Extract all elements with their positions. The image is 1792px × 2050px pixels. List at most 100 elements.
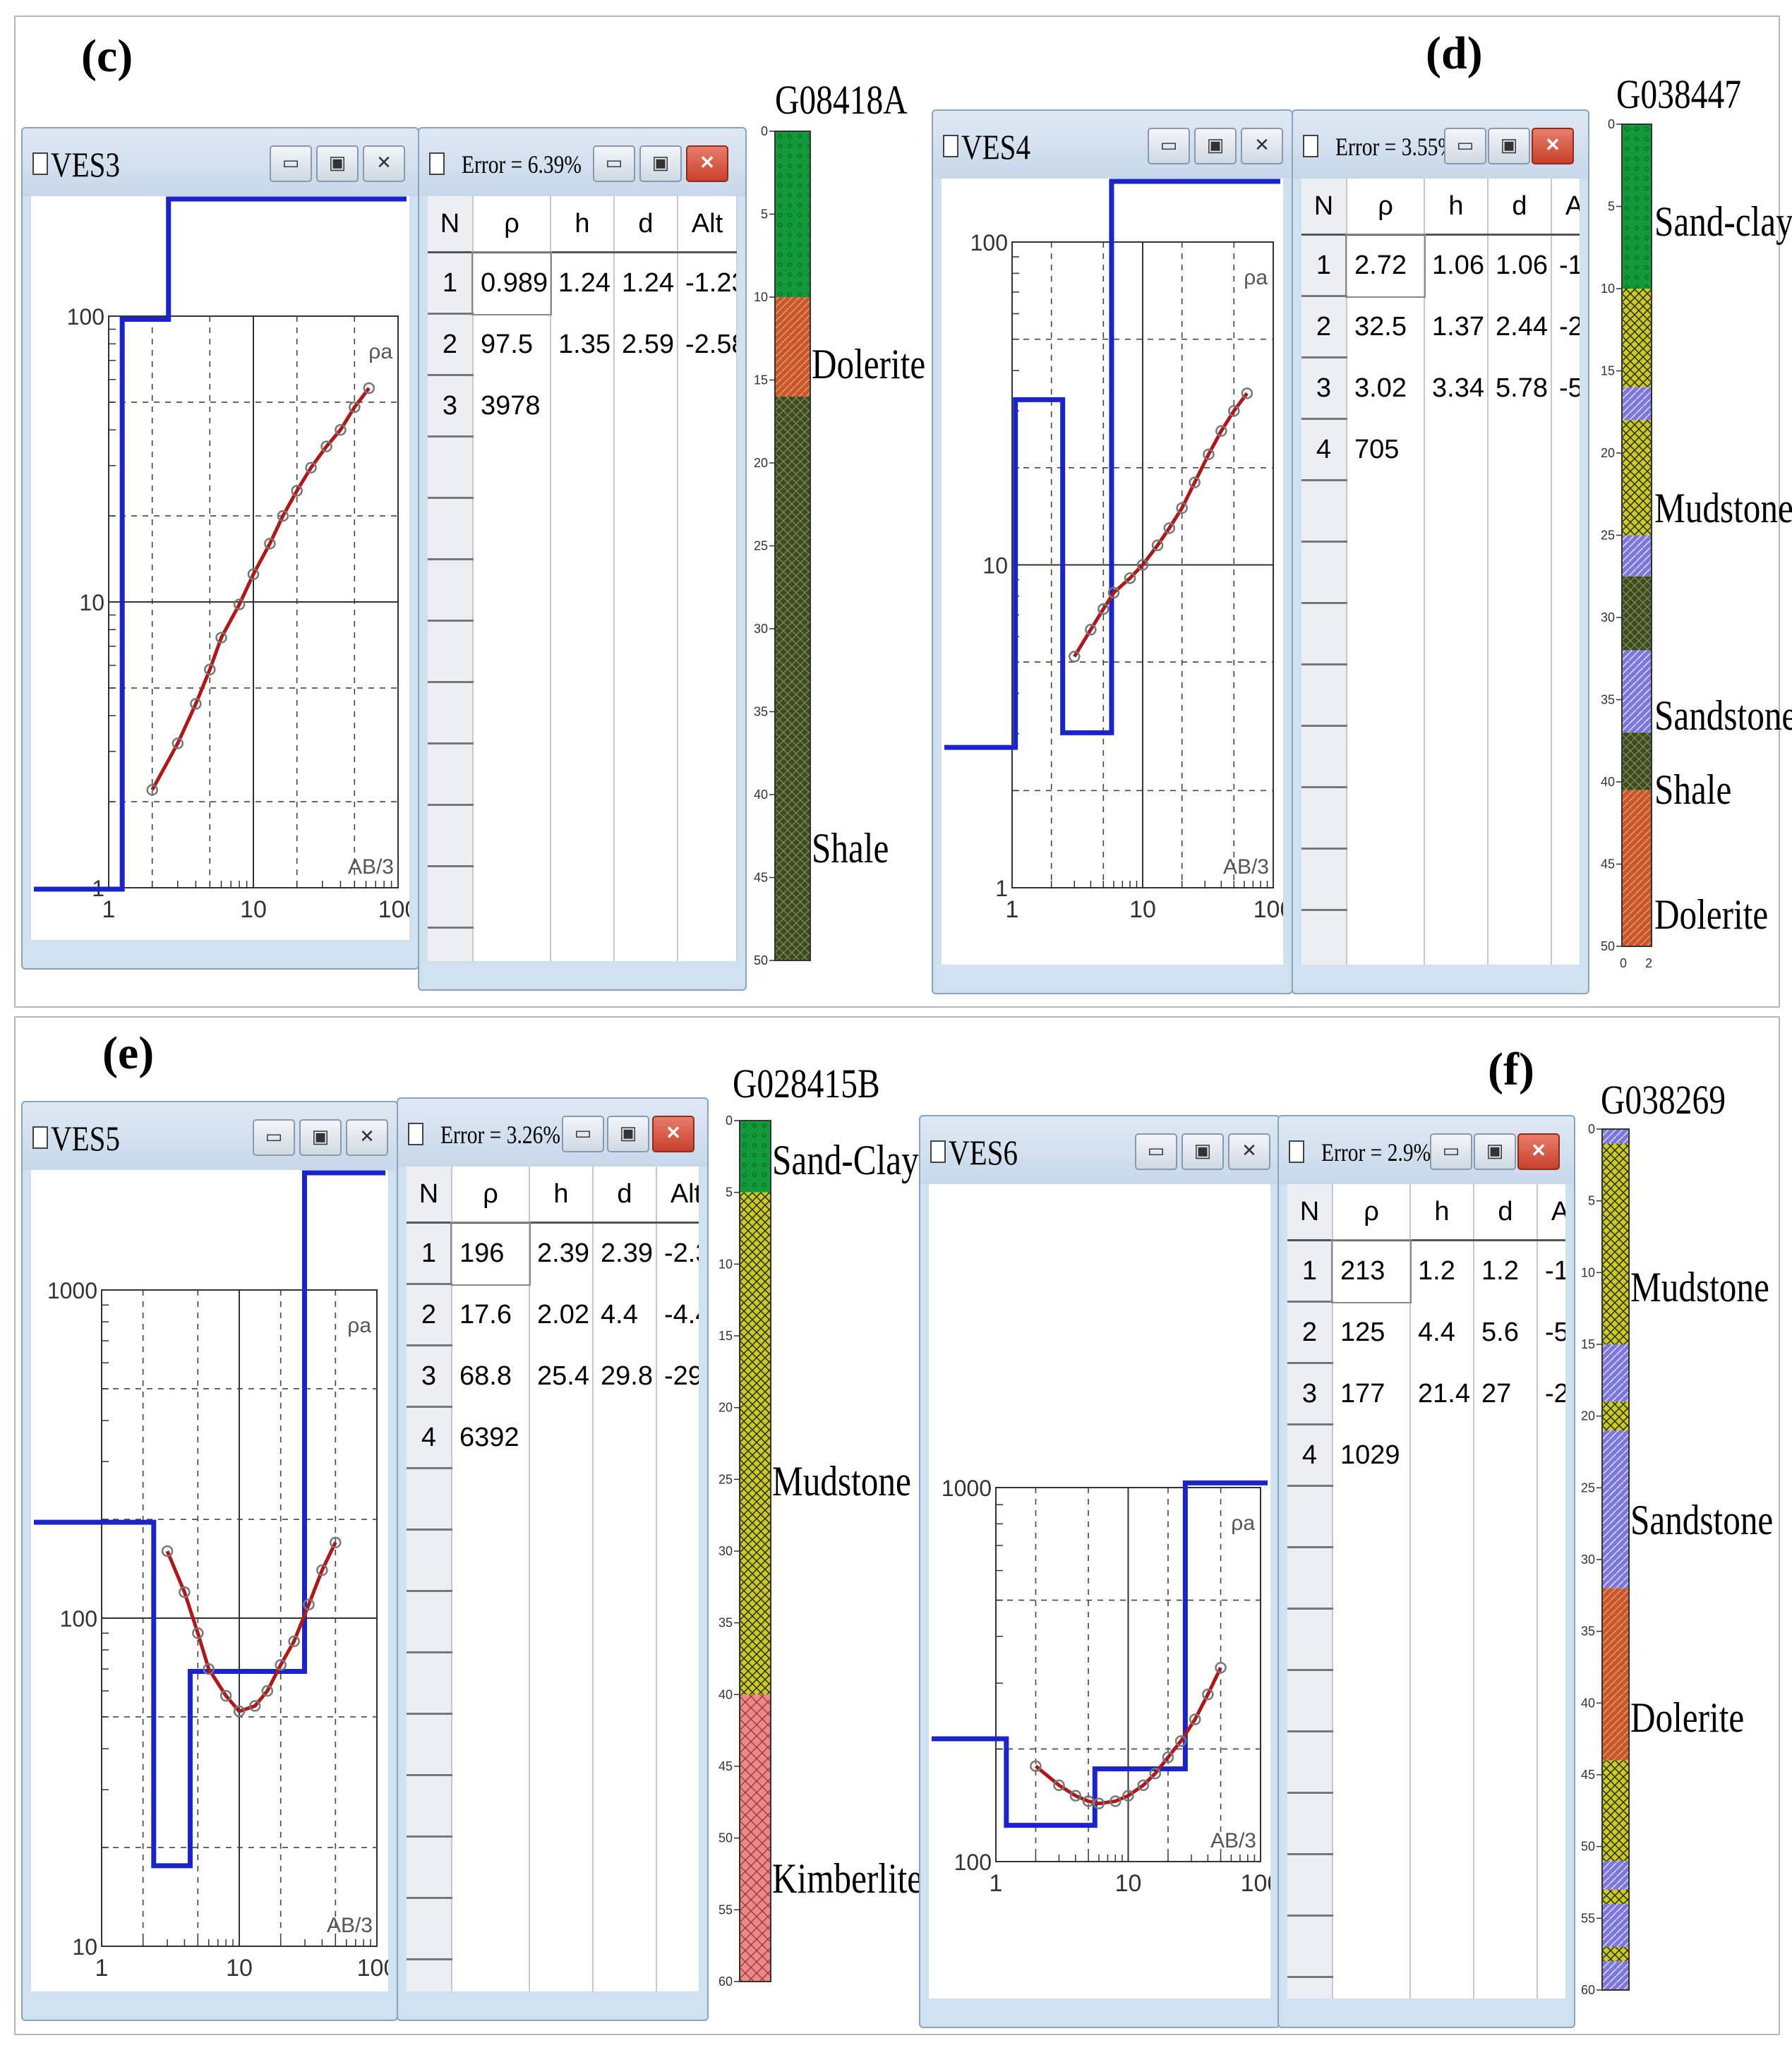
- title-bar[interactable]: Error = 2.9% ▭ ▣ ✕: [1279, 1116, 1574, 1184]
- table-cell[interactable]: 2.39: [593, 1222, 657, 1284]
- row-number-cell[interactable]: [407, 1713, 452, 1776]
- table-cell[interactable]: -1.2: [1537, 1240, 1565, 1302]
- row-number-cell[interactable]: [1301, 603, 1347, 665]
- table-row[interactable]: [428, 866, 737, 929]
- table-cell[interactable]: 213: [1331, 1238, 1412, 1303]
- table-cell[interactable]: [1347, 603, 1425, 665]
- row-number-cell[interactable]: [1301, 480, 1347, 543]
- table-cell[interactable]: [473, 436, 551, 498]
- table-cell[interactable]: [593, 1529, 657, 1591]
- table-cell[interactable]: [593, 1775, 657, 1837]
- close-button[interactable]: ✕: [363, 145, 405, 182]
- table-cell[interactable]: [1537, 1547, 1565, 1609]
- minimize-button[interactable]: ▭: [1135, 1133, 1177, 1170]
- table-row[interactable]: [407, 1713, 699, 1776]
- table-cell[interactable]: 68.8: [452, 1345, 530, 1407]
- table-cell[interactable]: 3.34: [1424, 357, 1489, 419]
- table-row[interactable]: 4 705: [1301, 418, 1580, 481]
- title-bar[interactable]: VES3 ▭ ▣ ✕: [23, 128, 418, 196]
- row-number-cell[interactable]: [428, 866, 474, 929]
- table-row[interactable]: 297.51.352.59-2.58: [428, 313, 737, 376]
- table-row[interactable]: 232.51.372.44-2.43: [1301, 296, 1580, 358]
- table-row[interactable]: [1287, 1485, 1565, 1548]
- row-number-cell[interactable]: [1287, 1670, 1333, 1732]
- table-cell[interactable]: [1488, 910, 1552, 965]
- table-cell[interactable]: [1551, 787, 1580, 849]
- row-number-cell[interactable]: 3: [407, 1345, 452, 1408]
- table-cell[interactable]: [656, 1529, 699, 1591]
- table-cell[interactable]: [1488, 480, 1552, 542]
- table-cell[interactable]: 25.4: [529, 1345, 594, 1407]
- column-header[interactable]: Alt: [1537, 1184, 1565, 1241]
- column-header[interactable]: N: [1301, 179, 1347, 236]
- maximize-button[interactable]: ▣: [299, 1119, 342, 1156]
- row-number-cell[interactable]: [1287, 1547, 1333, 1610]
- table-cell[interactable]: [1424, 910, 1489, 965]
- table-cell[interactable]: [1551, 910, 1580, 965]
- table-row[interactable]: [407, 1836, 699, 1899]
- table-cell[interactable]: [678, 559, 737, 621]
- table-cell[interactable]: [593, 1591, 657, 1653]
- table-cell[interactable]: [1537, 1977, 1565, 1998]
- table-cell[interactable]: [1410, 1424, 1474, 1486]
- table-cell[interactable]: [551, 682, 615, 744]
- table-row[interactable]: [1301, 603, 1580, 665]
- table-cell[interactable]: [1424, 725, 1489, 788]
- table-cell[interactable]: [551, 559, 615, 621]
- table-cell[interactable]: -1.23: [678, 252, 737, 314]
- minimize-button[interactable]: ▭: [562, 1116, 604, 1152]
- close-button[interactable]: ✕: [1532, 128, 1574, 164]
- title-bar[interactable]: Error = 6.39% ▭ ▣ ✕: [419, 128, 745, 196]
- table-cell[interactable]: [1347, 480, 1425, 542]
- table-cell[interactable]: [593, 1468, 657, 1530]
- table-cell[interactable]: 3978: [473, 375, 551, 437]
- table-cell[interactable]: [614, 804, 678, 867]
- table-row[interactable]: [1301, 664, 1580, 727]
- table-cell[interactable]: [1537, 1485, 1565, 1548]
- table-cell[interactable]: [593, 1836, 657, 1898]
- table-row[interactable]: 12.721.061.06-1.06: [1301, 233, 1580, 298]
- table-cell[interactable]: 1.37: [1424, 296, 1489, 358]
- table-cell[interactable]: [1424, 541, 1489, 603]
- table-cell[interactable]: [1333, 1854, 1411, 1916]
- table-cell[interactable]: [1410, 1854, 1474, 1916]
- table-cell[interactable]: [1410, 1792, 1474, 1855]
- table-cell[interactable]: [1537, 1854, 1565, 1916]
- error-window-d[interactable]: Error = 3.55% ▭ ▣ ✕ NρhdAlt12.721.061.06…: [1292, 109, 1589, 994]
- table-cell[interactable]: [1551, 848, 1580, 910]
- table-cell[interactable]: [678, 436, 737, 498]
- column-header[interactable]: h: [529, 1166, 594, 1224]
- table-row[interactable]: [428, 436, 737, 499]
- table-cell[interactable]: [593, 1652, 657, 1714]
- table-cell[interactable]: [452, 1898, 530, 1960]
- table-row[interactable]: [1287, 1792, 1565, 1855]
- table-cell[interactable]: 3.02: [1347, 357, 1425, 419]
- table-cell[interactable]: [614, 682, 678, 744]
- table-cell[interactable]: [1347, 848, 1425, 910]
- maximize-button[interactable]: ▣: [1474, 1133, 1516, 1170]
- table-cell[interactable]: 2.39: [529, 1222, 594, 1284]
- table-cell[interactable]: [1474, 1547, 1538, 1609]
- row-number-cell[interactable]: 3: [1287, 1363, 1333, 1425]
- table-row[interactable]: [428, 804, 737, 867]
- row-number-cell[interactable]: 2: [407, 1284, 452, 1346]
- error-window-f[interactable]: Error = 2.9% ▭ ▣ ✕ NρhdAlt12131.21.2-1.2…: [1277, 1115, 1575, 2028]
- table-cell[interactable]: [1474, 1731, 1538, 1793]
- row-number-cell[interactable]: [407, 1836, 452, 1899]
- column-header[interactable]: h: [1410, 1184, 1474, 1241]
- row-number-cell[interactable]: 2: [1301, 296, 1347, 358]
- table-cell[interactable]: [473, 682, 551, 744]
- maximize-button[interactable]: ▣: [1488, 128, 1530, 164]
- table-cell[interactable]: [1410, 1977, 1474, 1998]
- table-cell[interactable]: 1.2: [1410, 1240, 1474, 1302]
- table-cell[interactable]: 4.4: [593, 1284, 657, 1346]
- table-row[interactable]: [407, 1529, 699, 1592]
- column-header[interactable]: d: [1488, 179, 1552, 236]
- table-cell[interactable]: 21.4: [1410, 1363, 1474, 1425]
- table-row[interactable]: [1287, 1854, 1565, 1917]
